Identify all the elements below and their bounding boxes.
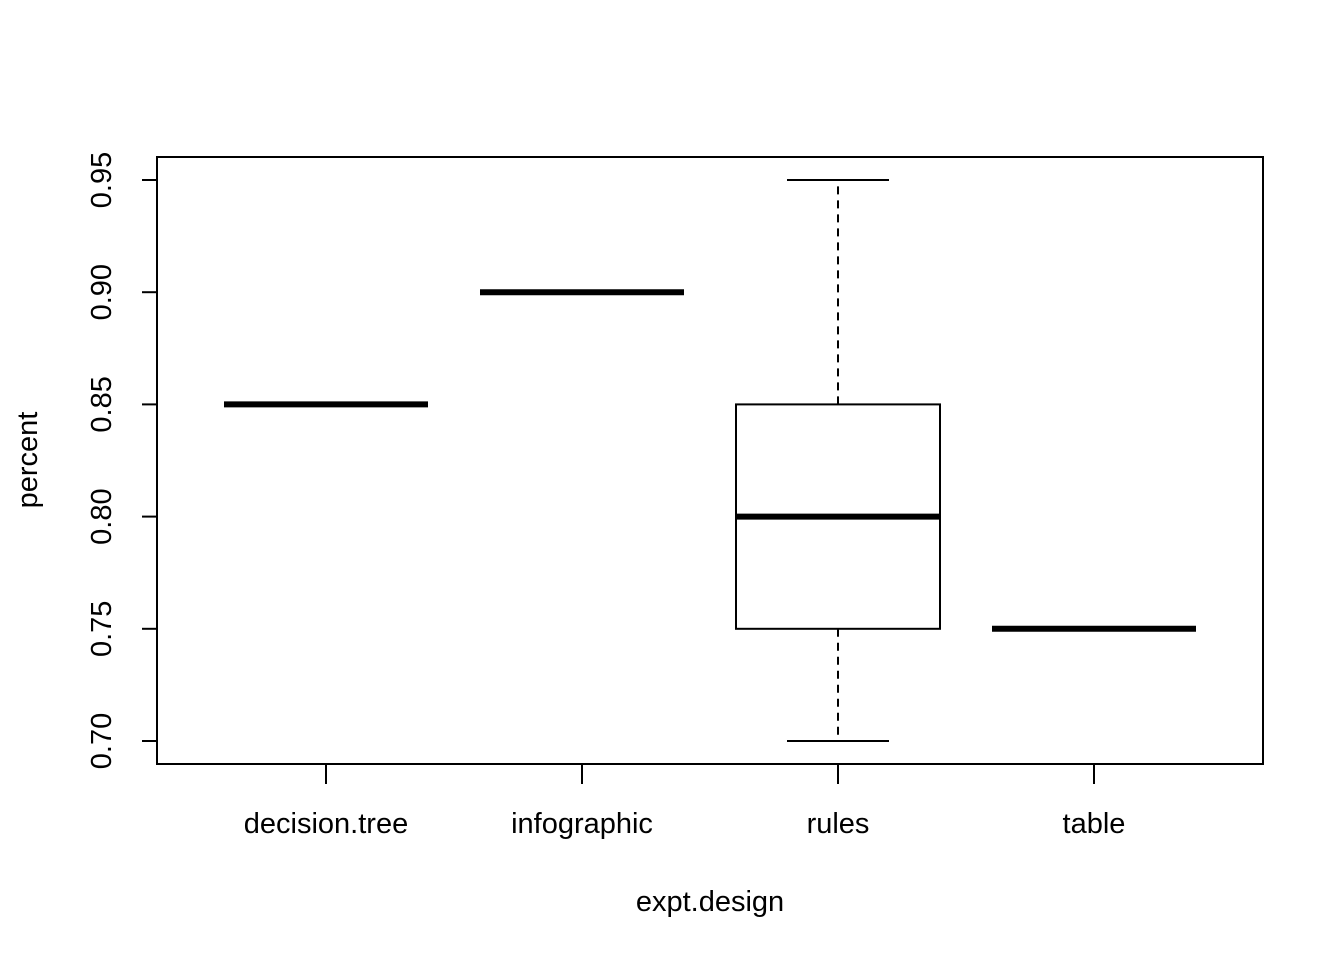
y-tick-label: 0.95 bbox=[86, 152, 118, 208]
x-tick-label: rules bbox=[807, 808, 870, 840]
y-tick-label: 0.90 bbox=[86, 264, 118, 320]
box-rules bbox=[735, 179, 941, 742]
y-tick-label: 0.75 bbox=[86, 601, 118, 657]
box-group bbox=[224, 179, 1196, 742]
plot-frame bbox=[156, 156, 1264, 765]
y-tick-label: 0.80 bbox=[86, 488, 118, 544]
y-tick-label: 0.85 bbox=[86, 376, 118, 432]
y-axis-label: percent bbox=[12, 412, 44, 509]
y-tick-label: 0.70 bbox=[86, 713, 118, 769]
x-tick-label: decision.tree bbox=[244, 808, 408, 840]
x-axis: decision.tree infographic rules table bbox=[244, 764, 1126, 840]
x-tick-label: table bbox=[1063, 808, 1126, 840]
x-axis-label: expt.design bbox=[636, 886, 784, 918]
x-tick-label: infographic bbox=[511, 808, 653, 840]
y-axis: 0.70 0.75 0.80 0.85 0.90 0.95 bbox=[86, 152, 157, 769]
